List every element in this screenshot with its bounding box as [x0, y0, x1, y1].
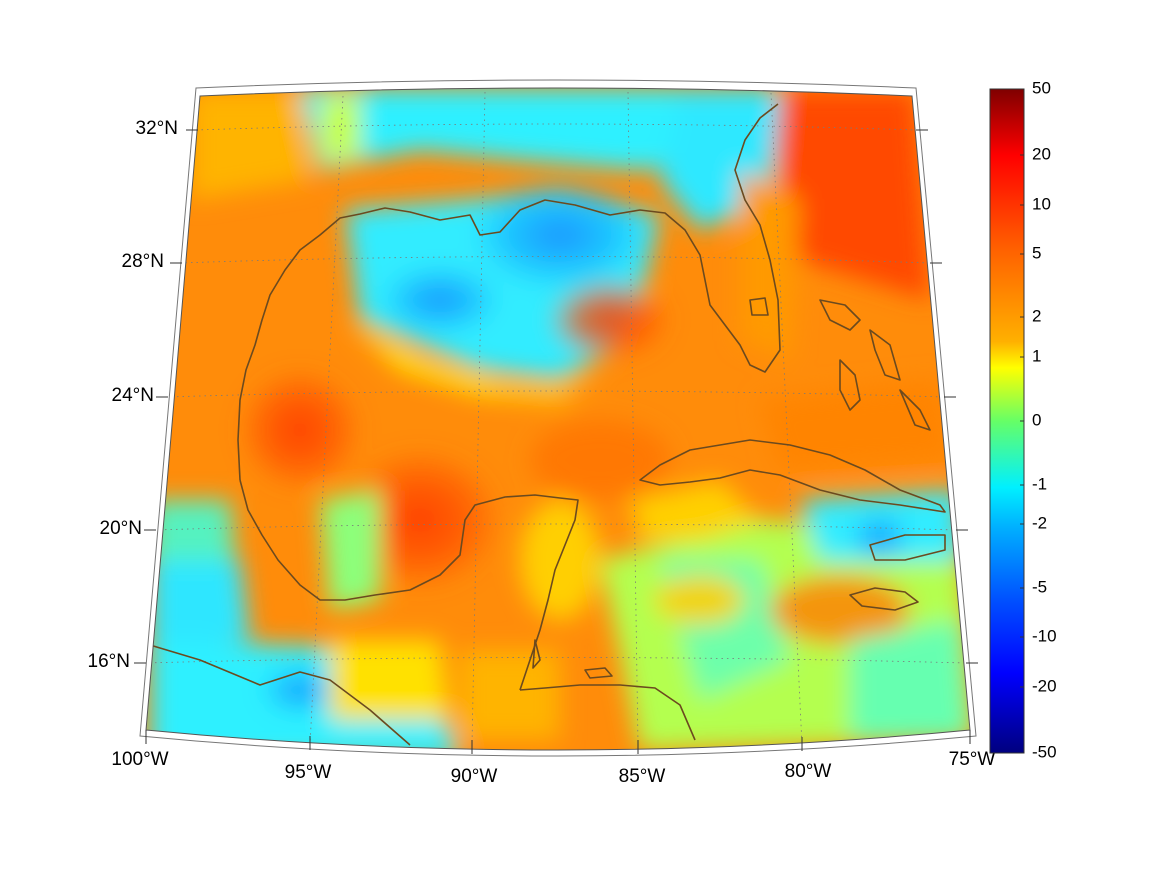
- lat-label-20n: 20°N: [100, 518, 142, 539]
- lat-label-32n: 32°N: [136, 118, 178, 139]
- lon-label-80w: 80°W: [785, 761, 832, 782]
- lon-label-95w: 95°W: [285, 762, 332, 783]
- colorbar-tick-label: 20: [1032, 144, 1051, 163]
- colorbar-tick-label: 1: [1032, 346, 1041, 365]
- colorbar-tick-label: -2: [1032, 513, 1047, 532]
- graticule: [146, 91, 967, 746]
- colorbar-tick-label: 10: [1032, 194, 1051, 213]
- colorbar-tick-label: 50: [1032, 78, 1051, 97]
- data-field: [146, 88, 970, 750]
- longitude-labels: 100°W 95°W 90°W 85°W 80°W 75°W: [111, 749, 995, 787]
- lon-label-75w: 75°W: [949, 749, 996, 770]
- colorbar-tick-label: 0: [1032, 410, 1041, 429]
- lat-label-28n: 28°N: [122, 251, 164, 272]
- lon-label-85w: 85°W: [619, 766, 666, 787]
- lon-label-100w: 100°W: [111, 749, 168, 770]
- colorbar-tick-label: 2: [1032, 306, 1041, 325]
- colorbar-tick-label: -5: [1032, 577, 1047, 596]
- colorbar-tick-label: -10: [1032, 626, 1057, 645]
- latitude-labels: 32°N 28°N 24°N 20°N 16°N: [88, 118, 178, 672]
- lon-label-90w: 90°W: [451, 766, 498, 787]
- colorbar-gradient: [989, 88, 1025, 754]
- frame-border-outer: [139, 79, 977, 757]
- colorbar-tick-label: -20: [1032, 676, 1057, 695]
- map-frame: [145, 87, 971, 751]
- colorbar-tick-label: -1: [1032, 474, 1047, 493]
- lat-label-16n: 16°N: [88, 651, 130, 672]
- lat-label-24n: 24°N: [112, 385, 154, 406]
- coastlines: [149, 103, 946, 746]
- colorbar-tick-label: 5: [1032, 243, 1041, 262]
- map-ticks: [134, 129, 978, 754]
- colorbar-tick-label: -50: [1032, 742, 1057, 761]
